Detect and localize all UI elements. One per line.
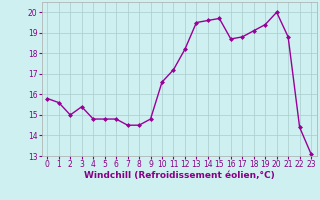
- X-axis label: Windchill (Refroidissement éolien,°C): Windchill (Refroidissement éolien,°C): [84, 171, 275, 180]
